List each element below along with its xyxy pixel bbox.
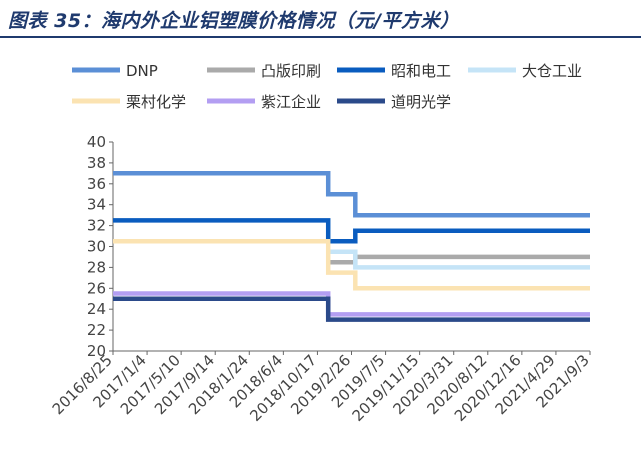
y-tick-label-20: 20 (87, 342, 106, 360)
legend-label-栗村化学: 栗村化学 (126, 93, 186, 111)
title-underline (0, 36, 641, 38)
legend-label-紫江企业: 紫江企业 (261, 93, 321, 111)
legend-label-凸版印刷: 凸版印刷 (261, 62, 321, 80)
y-tick-label-38: 38 (87, 154, 106, 172)
series-line-昭和电工 (113, 218, 590, 244)
y-tick-label-28: 28 (87, 258, 106, 276)
y-tick-label-22: 22 (87, 321, 106, 339)
y-tick-label-40: 40 (87, 133, 106, 151)
series-line-栗村化学 (113, 239, 590, 291)
y-tick-label-34: 34 (87, 196, 106, 214)
series-line-DNP (113, 171, 590, 218)
y-tick-label-24: 24 (87, 300, 106, 318)
series-line-大仓工业 (328, 249, 590, 270)
series-line-凸版印刷 (328, 254, 590, 265)
y-tick-label-26: 26 (87, 279, 106, 297)
y-tick-label-30: 30 (87, 238, 106, 256)
chart-title: 图表 35：海内外企业铝塑膜价格情况（元/平方米） (8, 10, 460, 32)
legend-label-大仓工业: 大仓工业 (522, 62, 582, 80)
legend-label-昭和电工: 昭和电工 (391, 62, 451, 80)
legend-label-道明光学: 道明光学 (391, 93, 451, 111)
y-tick-label-36: 36 (87, 175, 106, 193)
series-line-道明光学 (113, 296, 590, 322)
y-tick-label-32: 32 (87, 217, 106, 235)
legend-label-DNP: DNP (126, 62, 158, 80)
